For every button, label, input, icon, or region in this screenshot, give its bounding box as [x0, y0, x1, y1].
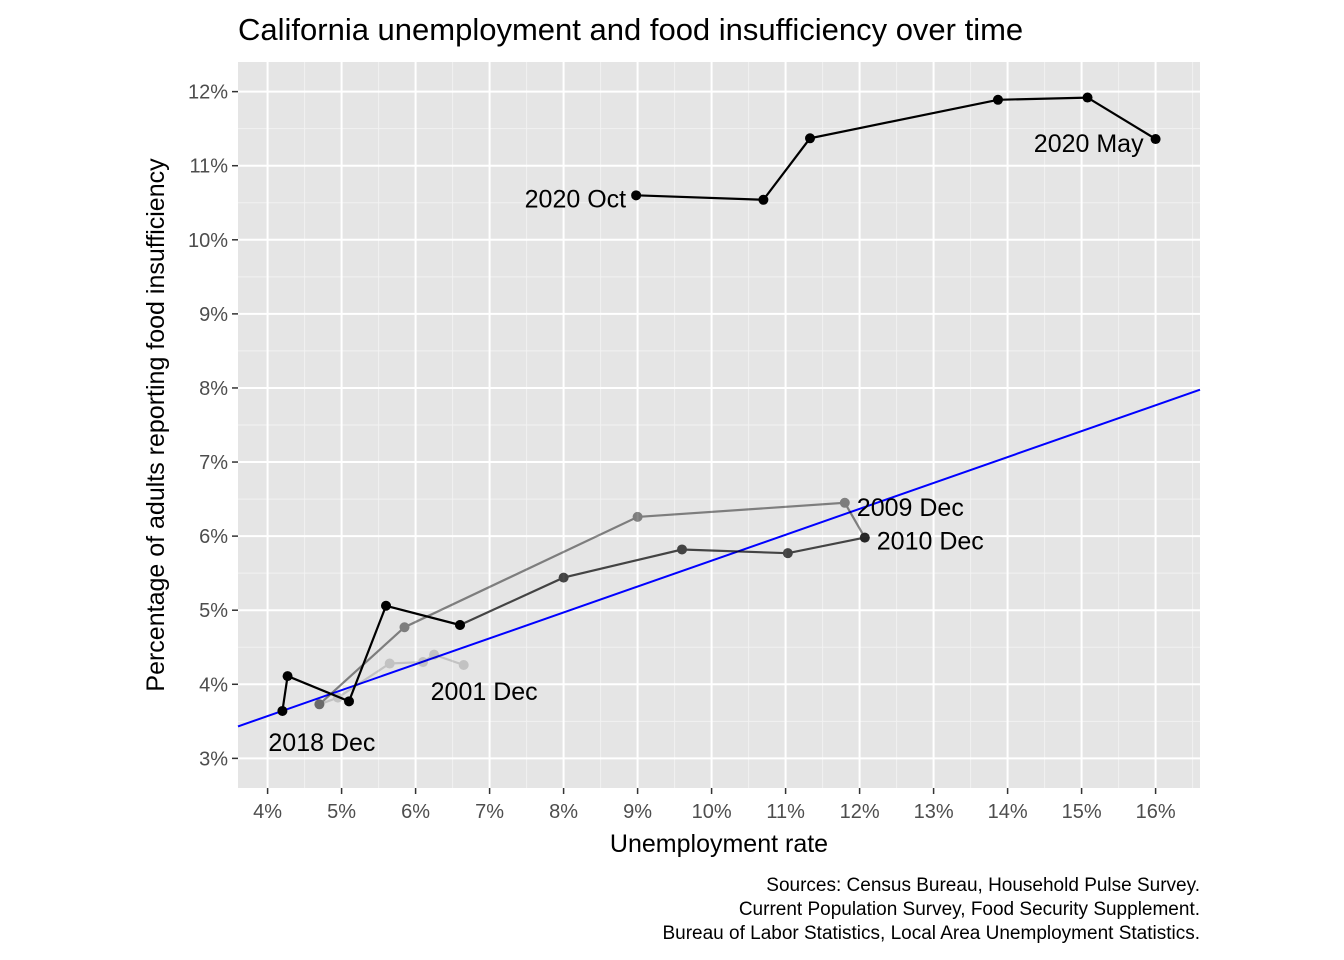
x-tick-label: 10% — [692, 801, 732, 823]
data-point — [631, 190, 642, 201]
series-4 — [631, 92, 1161, 205]
data-point — [277, 705, 288, 716]
caption: Sources: Census Bureau, Household Pulse … — [662, 875, 1200, 944]
x-tick-label: 13% — [914, 801, 954, 823]
data-point — [282, 671, 293, 682]
data-point — [758, 194, 769, 205]
y-tick-label: 3% — [199, 748, 228, 770]
caption-line: Bureau of Labor Statistics, Local Area U… — [662, 923, 1200, 944]
annotations-group: 2020 May 2020 Oct 2009 Dec 2010 Dec 2001 Dec… — [268, 130, 1144, 757]
y-axis-title: Percentage of adults reporting food insu… — [142, 158, 170, 692]
x-tick-label: 11% — [766, 801, 805, 823]
data-point — [632, 511, 643, 522]
y-axis: 3% 4% 5% 6% 7% 8% 9% 10% 11% 12% — [188, 82, 238, 770]
data-point — [839, 497, 850, 508]
data-point — [1082, 92, 1093, 103]
data-point — [314, 699, 325, 710]
data-point — [859, 532, 870, 543]
x-tick-label: 8% — [549, 801, 578, 823]
y-tick-label: 9% — [199, 304, 228, 326]
x-tick-label: 5% — [327, 801, 356, 823]
y-tick-label: 12% — [188, 82, 228, 104]
annotation-label: 2001 Dec — [431, 678, 538, 706]
x-tick-label: 6% — [401, 801, 430, 823]
x-tick-label: 4% — [253, 801, 282, 823]
series-line — [318, 501, 866, 706]
y-tick-label: 11% — [189, 156, 228, 178]
series-line — [636, 96, 1157, 201]
data-point — [418, 657, 428, 668]
data-point — [429, 649, 440, 660]
data-point — [677, 544, 687, 555]
series-3 — [277, 600, 465, 716]
x-axis: 4% 5% 6% 7% 8% 9% 10% 11% 12% 13% 14% 15% 16% — [253, 788, 1176, 823]
y-tick-label: 7% — [199, 452, 228, 474]
annotation-label: 2009 Dec — [857, 494, 964, 522]
data-point — [344, 696, 354, 707]
x-tick-label: 12% — [840, 801, 880, 823]
x-tick-label: 7% — [475, 801, 504, 823]
trend-line — [237, 388, 1201, 728]
series-line — [319, 653, 465, 706]
y-tick-label: 8% — [199, 378, 228, 400]
data-point — [384, 658, 395, 669]
data-point — [381, 600, 391, 611]
data-point — [805, 133, 816, 144]
x-tick-label: 16% — [1136, 801, 1176, 823]
data-point — [1150, 134, 1161, 145]
chart-title: California unemployment and food insuffi… — [238, 12, 1023, 47]
x-axis-title: Unemployment rate — [610, 830, 828, 858]
trend-line-group — [237, 388, 1201, 728]
data-point — [399, 622, 410, 633]
annotation-label: 2020 Oct — [525, 185, 627, 213]
annotation-label: 2010 Dec — [877, 528, 984, 556]
data-point — [455, 620, 465, 631]
grid-minor — [238, 62, 1200, 788]
y-tick-label: 5% — [199, 600, 228, 622]
y-tick-label: 10% — [188, 230, 228, 252]
data-point — [558, 572, 569, 583]
data-point — [314, 699, 325, 710]
grid-major — [238, 62, 1200, 788]
data-point — [782, 548, 793, 559]
series-0 — [314, 649, 469, 710]
caption-line: Sources: Census Bureau, Household Pulse … — [766, 875, 1200, 896]
annotation-label: 2018 Dec — [268, 729, 375, 757]
x-tick-label: 15% — [1062, 801, 1102, 823]
caption-line: Current Population Survey, Food Security… — [739, 899, 1200, 920]
y-tick-label: 6% — [199, 526, 228, 548]
x-tick-label: 9% — [623, 801, 652, 823]
x-tick-label: 14% — [988, 801, 1028, 823]
data-point — [458, 660, 469, 671]
series-group — [277, 92, 1161, 716]
data-point — [992, 94, 1003, 105]
y-tick-label: 4% — [199, 674, 228, 696]
annotation-label: 2020 May — [1034, 130, 1144, 158]
